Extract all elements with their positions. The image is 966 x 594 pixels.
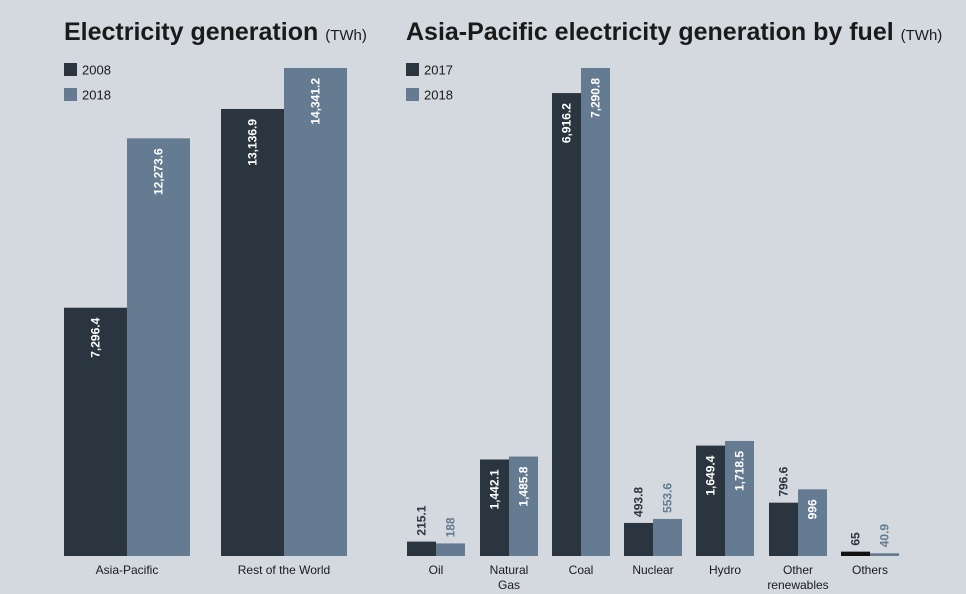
panel-2-value-label-nuclear-2017: 493.8 (632, 487, 646, 517)
panel-2-bar-coal-2017 (552, 93, 581, 556)
panel-2-category-label-other-renewables-line-1: Other (783, 563, 813, 577)
panel-2-category-label-nuclear: Nuclear (632, 563, 673, 577)
panel-1-title-unit: (TWh) (325, 27, 367, 44)
panel-1-value-label-asia-pacific-2008: 7,296.4 (89, 317, 103, 357)
panel-2-legend-swatch-2018 (406, 88, 419, 101)
panel-1-legend-swatch-2008 (64, 63, 77, 76)
panel-2-category-label-oil: Oil (429, 563, 444, 577)
panel-1-bar-rest-of-the-world-2018 (284, 68, 347, 556)
panel-1-legend-label-2008: 2008 (82, 63, 111, 78)
panel-2-value-label-nuclear-2018: 553.6 (661, 483, 675, 513)
panel-1-value-label-rest-of-the-world-2008: 13,136.9 (246, 119, 260, 166)
panel-1-legend-label-2018: 2018 (82, 88, 111, 103)
panel-2-bar-others-2017 (841, 551, 870, 556)
panel-2-value-label-oil-2017: 215.1 (415, 505, 429, 535)
panel-2-value-label-coal-2018: 7,290.8 (589, 78, 603, 118)
panel-2-value-label-others-2017: 65 (849, 532, 863, 546)
panel-1-bar-rest-of-the-world-2008 (221, 108, 284, 556)
panel-2-category-label-others: Others (852, 563, 888, 577)
panel-2-bar-hydro-2018 (725, 440, 754, 556)
panel-1-value-label-rest-of-the-world-2018: 14,341.2 (309, 78, 323, 125)
panel-2-bar-others-2018 (870, 553, 899, 556)
panel-1-category-label-rest-of-the-world: Rest of the World (238, 563, 330, 577)
panel-2-bar-oil-2017 (407, 541, 436, 556)
panel-2-category-label-coal: Coal (569, 563, 594, 577)
panel-1-bar-asia-pacific-2018 (127, 138, 190, 556)
panel-1-title: Electricity generation (TWh) (64, 18, 367, 46)
panel-2-value-label-natural-gas-2017: 1,442.1 (488, 469, 502, 509)
panel-2-value-label-natural-gas-2018: 1,485.8 (517, 466, 531, 506)
panel-2-legend-label-2017: 2017 (424, 63, 453, 78)
panel-2-title: Asia-Pacific electricity generation by f… (406, 18, 942, 46)
panel-1-category-label-asia-pacific: Asia-Pacific (96, 563, 159, 577)
panel-2-value-label-oil-2018: 188 (444, 517, 458, 537)
panel-2-value-label-coal-2017: 6,916.2 (560, 103, 574, 143)
panel-2-value-label-other-renewables-2018: 996 (806, 499, 820, 519)
panel-2-title-unit: (TWh) (901, 27, 943, 44)
panel-2-bar-nuclear-2018 (653, 518, 682, 556)
panel-1-legend-swatch-2018 (64, 88, 77, 101)
panel-2-category-label-hydro: Hydro (709, 563, 741, 577)
panel-2-bar-natural-gas-2018 (509, 456, 538, 556)
panel-1-bar-asia-pacific-2008 (64, 307, 127, 556)
panel-2-bar-nuclear-2017 (624, 522, 653, 556)
panel-2-bar-other-renewables-2018 (798, 489, 827, 556)
panel-2-bar-other-renewables-2017 (769, 502, 798, 556)
panel-2-legend-label-2018: 2018 (424, 88, 453, 103)
panel-2-bar-oil-2018 (436, 543, 465, 556)
panel-2-value-label-others-2018: 40.9 (878, 524, 892, 548)
panel-2-category-label-other-renewables-line-2: renewables (767, 578, 828, 592)
panel-2-category-label-natural-gas-line-2: Gas (498, 578, 520, 592)
panel-2-category-label-natural-gas-line-1: Natural (490, 563, 529, 577)
panel-2-legend-swatch-2017 (406, 63, 419, 76)
panel-2-bar-natural-gas-2017 (480, 459, 509, 556)
panel-1-value-label-asia-pacific-2018: 12,273.6 (152, 148, 166, 195)
panel-2-bar-hydro-2017 (696, 445, 725, 556)
panel-2-value-label-hydro-2017: 1,649.4 (704, 455, 718, 495)
panel-2-bar-coal-2018 (581, 68, 610, 556)
panel-2-value-label-hydro-2018: 1,718.5 (733, 451, 747, 491)
panel-2-value-label-other-renewables-2017: 796.6 (777, 466, 791, 496)
